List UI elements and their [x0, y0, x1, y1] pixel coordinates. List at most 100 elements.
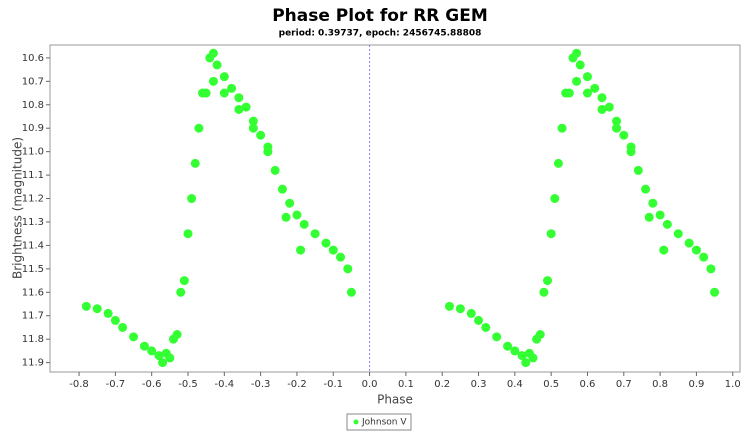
chart-subtitle: period: 0.39737, epoch: 2456745.88808 — [279, 29, 482, 39]
x-tick-label: -0.5 — [178, 379, 198, 390]
x-tick-label: 0.0 — [362, 379, 378, 390]
data-point — [582, 88, 592, 98]
legend-label: Johnson V — [361, 418, 407, 428]
data-point — [474, 315, 484, 325]
data-point — [321, 238, 331, 248]
data-point — [176, 287, 186, 297]
y-tick-label: 10.6 — [22, 53, 44, 64]
data-point — [285, 198, 295, 208]
x-tick-label: 0.7 — [616, 379, 632, 390]
data-point — [187, 194, 197, 204]
data-point — [263, 142, 273, 152]
data-point — [626, 142, 636, 152]
x-tick-label: -0.4 — [215, 379, 235, 390]
data-point — [641, 184, 651, 194]
data-point — [659, 245, 669, 255]
data-point — [691, 245, 701, 255]
y-tick-label: 11.1 — [22, 170, 44, 181]
data-point — [158, 358, 168, 368]
data-point — [310, 229, 320, 239]
x-tick-label: -0.6 — [142, 379, 162, 390]
data-point — [535, 329, 545, 339]
data-point — [147, 346, 157, 356]
x-tick-label: -0.1 — [324, 379, 344, 390]
y-tick-label: 10.9 — [22, 123, 44, 134]
data-point — [564, 88, 574, 98]
data-point — [183, 229, 193, 239]
data-point — [597, 93, 607, 103]
data-point — [281, 212, 291, 222]
data-point — [212, 60, 222, 70]
plot-area — [49, 44, 741, 373]
data-point — [582, 72, 592, 82]
data-point — [165, 353, 175, 363]
data-point — [644, 212, 654, 222]
x-tick-label: 1.0 — [725, 379, 741, 390]
data-point — [292, 210, 302, 220]
data-point — [619, 130, 629, 140]
x-tick-label: 0.8 — [652, 379, 668, 390]
data-point — [299, 219, 309, 229]
data-point — [699, 252, 709, 262]
data-point — [194, 123, 204, 133]
data-point — [129, 332, 139, 342]
y-tick-label: 11.9 — [22, 358, 44, 369]
x-tick-label: 0.2 — [434, 379, 450, 390]
data-point — [481, 322, 491, 332]
data-point — [510, 346, 520, 356]
x-tick-label: -0.3 — [251, 379, 271, 390]
data-point — [612, 123, 622, 133]
data-point — [706, 264, 716, 274]
legend-marker — [353, 419, 359, 425]
data-point — [553, 158, 563, 168]
data-point — [172, 329, 182, 339]
data-point — [466, 308, 476, 318]
data-point — [139, 341, 149, 351]
y-tick-label: 11.3 — [22, 217, 44, 228]
data-point — [154, 351, 164, 361]
data-point — [543, 276, 553, 286]
data-point — [241, 102, 251, 112]
data-point — [248, 116, 258, 126]
data-point — [270, 165, 280, 175]
data-point — [572, 76, 582, 86]
data-point — [219, 88, 229, 98]
data-point — [673, 229, 683, 239]
y-tick-label: 11.8 — [22, 334, 44, 345]
x-tick-label: 0.1 — [398, 379, 414, 390]
data-point — [492, 332, 502, 342]
data-point — [590, 83, 600, 93]
data-point — [296, 245, 306, 255]
y-tick-label: 11.4 — [22, 240, 44, 251]
data-point — [219, 72, 229, 82]
data-point — [179, 276, 189, 286]
data-point — [528, 353, 538, 363]
data-point — [539, 287, 549, 297]
data-point — [256, 130, 266, 140]
data-point — [503, 341, 513, 351]
y-axis-label: Brightness (magnitude) — [11, 137, 25, 279]
data-point — [597, 104, 607, 114]
data-point — [612, 116, 622, 126]
y-tick-label: 11.5 — [22, 264, 44, 275]
data-point — [201, 88, 211, 98]
data-point — [81, 301, 91, 311]
data-point — [328, 245, 338, 255]
x-tick-label: -0.2 — [287, 379, 307, 390]
data-point — [604, 102, 614, 112]
data-point — [648, 198, 658, 208]
data-point — [444, 301, 454, 311]
data-point — [710, 287, 720, 297]
data-point — [92, 304, 102, 314]
x-tick-label: 0.3 — [471, 379, 487, 390]
data-point — [517, 351, 527, 361]
data-point — [208, 76, 218, 86]
data-point — [103, 308, 113, 318]
data-point — [655, 210, 665, 220]
data-point — [662, 219, 672, 229]
data-point — [234, 104, 244, 114]
data-point — [546, 229, 556, 239]
x-tick-label: 0.5 — [543, 379, 559, 390]
y-tick-label: 11.0 — [22, 147, 44, 158]
